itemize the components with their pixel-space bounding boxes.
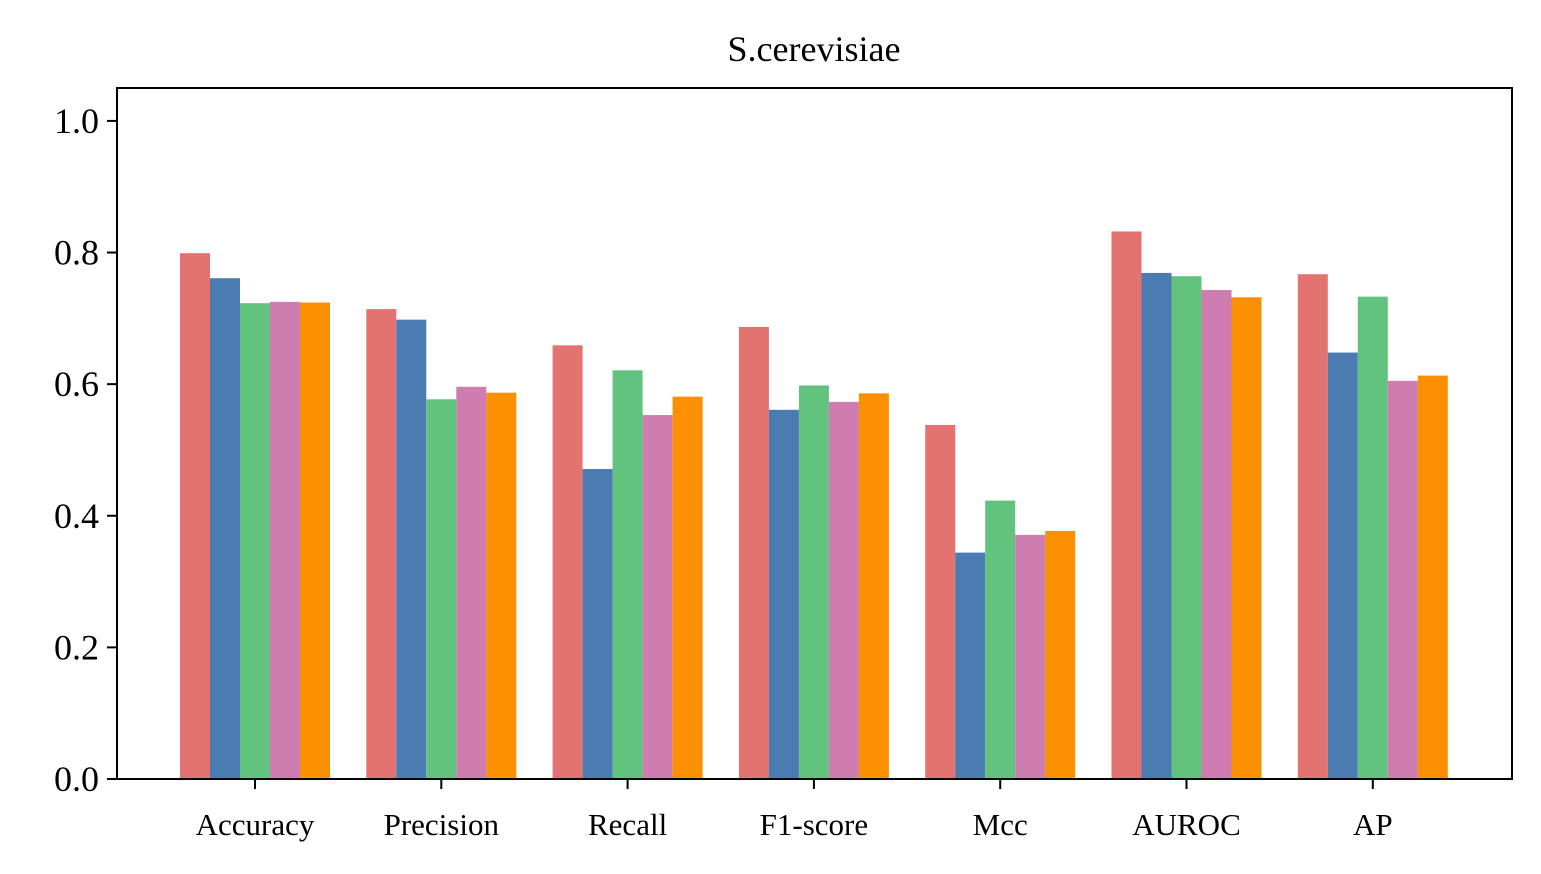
bars-group [180,231,1448,780]
bar-accuracy-series-3 [240,303,270,779]
bar-f1-score-series-4 [828,401,859,779]
bar-accuracy-series-2 [210,278,240,779]
bar-precision-series-5 [486,392,517,779]
bar-mcc-series-3 [985,500,1016,779]
x-tick-label-recall: Recall [588,807,667,842]
bar-ap-series-2 [1327,352,1358,779]
bar-recall-series-4 [642,415,673,779]
bar-ap-series-4 [1387,380,1418,779]
bar-precision-series-3 [426,399,457,779]
y-tick-label: 0.0 [54,759,99,799]
bar-auroc-series-2 [1141,272,1172,779]
bar-f1-score-series-5 [858,393,889,779]
bar-precision-series-4 [456,386,487,779]
bar-accuracy-series-4 [270,301,300,779]
x-tick-label-ap: AP [1353,807,1393,842]
bar-ap-series-5 [1417,375,1448,779]
bar-f1-score-series-2 [768,409,799,779]
bar-recall-series-2 [582,469,613,779]
y-tick-label: 1.0 [54,101,99,141]
bar-f1-score-series-1 [738,326,769,779]
x-tick-label-accuracy: Accuracy [196,807,315,842]
plot-frame [116,87,1513,780]
y-tick-label: 0.2 [54,627,99,667]
x-tick-label-precision: Precision [384,807,500,842]
bar-precision-series-2 [396,319,427,779]
bar-ap-series-1 [1297,274,1328,779]
y-tick-label: 0.6 [54,364,99,404]
bar-auroc-series-1 [1111,231,1142,779]
y-axis: 0.0 0.2 0.4 0.6 0.8 1.0 [54,101,117,799]
bar-recall-series-5 [672,396,703,779]
bar-precision-series-1 [366,309,397,779]
bar-mcc-series-2 [955,552,986,779]
bar-accuracy-series-5 [300,302,330,779]
bar-f1-score-series-3 [798,385,829,779]
bar-auroc-series-5 [1231,297,1262,779]
bar-ap-series-3 [1357,296,1388,779]
bar-recall-series-1 [552,345,583,779]
y-tick-label: 0.4 [54,496,99,536]
bar-auroc-series-4 [1201,290,1232,779]
bar-auroc-series-3 [1171,276,1202,779]
x-axis: Accuracy Precision Recall F1-score Mcc AUROC A… [196,779,1393,842]
x-tick-label-mcc: Mcc [973,807,1028,842]
bar-recall-series-3 [612,370,643,779]
bar-mcc-series-1 [925,424,956,779]
x-tick-label-f1-score: F1-score [760,807,868,842]
bar-accuracy-series-1 [180,253,210,780]
x-tick-label-auroc: AUROC [1132,807,1241,842]
bar-mcc-series-5 [1045,530,1076,779]
y-tick-label: 0.8 [54,233,99,273]
bar-mcc-series-4 [1015,534,1046,779]
chart-title: S.cerevisiae [728,29,901,69]
